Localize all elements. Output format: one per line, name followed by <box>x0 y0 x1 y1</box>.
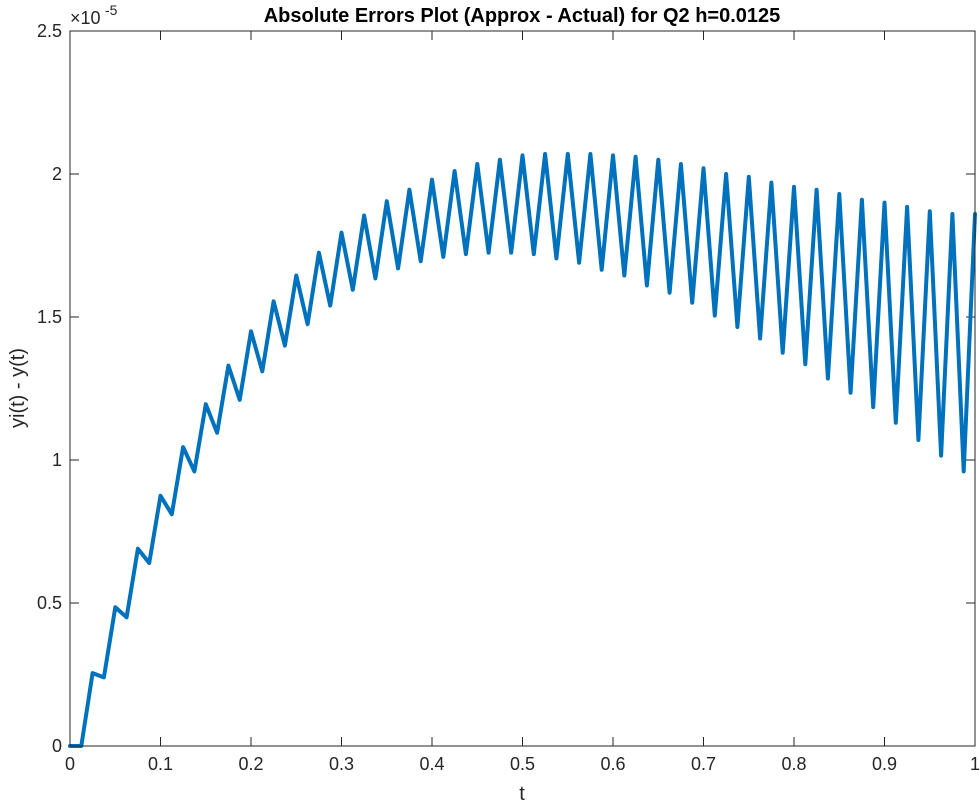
x-tick-label: 0 <box>65 754 75 774</box>
x-axis-label: t <box>519 783 525 805</box>
x-tick-label: 0.4 <box>419 754 444 774</box>
y-tick-label: 2 <box>52 164 62 184</box>
y-exponent-label: ×10 -5 <box>70 2 118 28</box>
chart-title: Absolute Errors Plot (Approx - Actual) f… <box>264 5 781 27</box>
x-tick-label: 0.3 <box>329 754 354 774</box>
tick-labels: 0 0.1 0.2 0.3 0.4 0.5 0.6 0.7 0.8 0.9 1 0 0.5 1 1.5 2 2.… <box>37 21 980 774</box>
x-tick-label: 0.1 <box>148 754 173 774</box>
plot-box <box>69 30 976 747</box>
x-tick-label: 0.8 <box>781 754 806 774</box>
x-tick-label: 0.6 <box>600 754 625 774</box>
y-tick-label: 1 <box>52 450 62 470</box>
x-tick-label: 0.7 <box>691 754 716 774</box>
x-tick-label: 0.5 <box>510 754 535 774</box>
x-tick-label: 1 <box>970 754 980 774</box>
plot-background <box>70 31 975 746</box>
y-axis-label: yi(t) - y(t) <box>7 348 29 428</box>
y-tick-label: 0 <box>52 736 62 756</box>
y-tick-label: 1.5 <box>37 307 62 327</box>
x-tick-label: 0.9 <box>872 754 897 774</box>
y-tick-label: 0.5 <box>37 593 62 613</box>
y-tick-label: 2.5 <box>37 21 62 41</box>
error-series-line <box>68 152 977 748</box>
x-tick-label: 0.2 <box>238 754 263 774</box>
